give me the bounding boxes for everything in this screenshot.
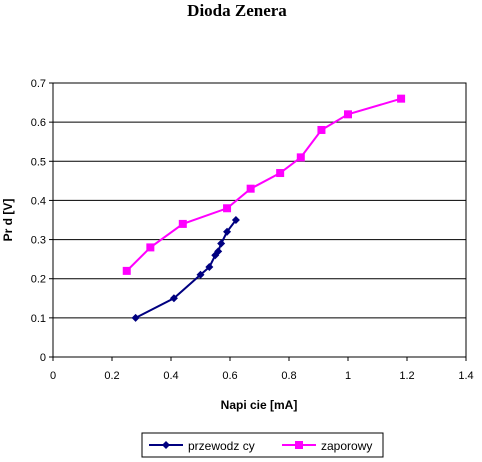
data-point <box>276 169 285 178</box>
data-point <box>217 239 226 248</box>
data-point <box>397 94 406 103</box>
x-tick-label: 1.4 <box>458 370 473 382</box>
plot-area <box>52 82 467 358</box>
y-tick-label: 0 <box>40 352 46 364</box>
data-point <box>223 227 232 236</box>
y-tick-label: 0.5 <box>31 156 46 168</box>
chart-title: Dioda Zenera <box>187 1 287 20</box>
data-point <box>205 262 214 271</box>
x-tick-label: 1 <box>345 370 351 382</box>
y-tick-label: 0.2 <box>31 274 46 286</box>
x-tick-label: 0.8 <box>281 370 296 382</box>
y-tick-label: 0.3 <box>31 235 46 247</box>
x-axis-label: Napi cie [mA] <box>221 398 298 412</box>
x-tick-label: 0.4 <box>163 370 178 382</box>
gridlines <box>53 82 466 319</box>
legend-label-przewodzacy: przewodz cy <box>188 439 255 453</box>
y-tick-label: 0.4 <box>31 195 46 207</box>
legend-marker-przewodzacy <box>162 441 170 449</box>
legend-box <box>141 432 384 458</box>
data-point <box>296 153 305 162</box>
data-point <box>169 294 178 303</box>
series-layer <box>122 94 406 322</box>
data-point <box>223 204 232 213</box>
x-tick-label: 0.2 <box>104 370 119 382</box>
series-line-0 <box>135 219 237 319</box>
y-tick-label: 0.7 <box>31 78 46 90</box>
legend-marker-zaporowy <box>295 441 303 449</box>
x-tick-label: 0 <box>50 370 56 382</box>
data-point <box>317 125 326 134</box>
data-point <box>146 243 155 252</box>
y-axis-label: Pr d [V] <box>1 199 15 242</box>
data-point <box>231 216 240 224</box>
y-tick-label: 0.6 <box>31 117 46 129</box>
series-line-1 <box>126 97 402 272</box>
data-point <box>131 313 140 322</box>
data-point <box>344 110 352 119</box>
data-point <box>196 270 205 279</box>
x-tick-label: 1.2 <box>399 370 414 382</box>
axis-ticks: 0 0.1 0.2 0.3 0.4 0.5 0.6 0.7 0 0.2 0.4 0.6 0.8 1 1.2 1… <box>31 78 474 382</box>
data-point <box>246 184 255 193</box>
legend-label-zaporowy: zaporowy <box>321 439 372 453</box>
data-point <box>122 266 131 275</box>
x-tick-label: 0.6 <box>222 370 237 382</box>
data-point <box>178 219 187 228</box>
data-point <box>214 247 223 256</box>
y-tick-label: 0.1 <box>31 313 46 325</box>
legend: przewodz cy zaporowy <box>141 432 384 458</box>
